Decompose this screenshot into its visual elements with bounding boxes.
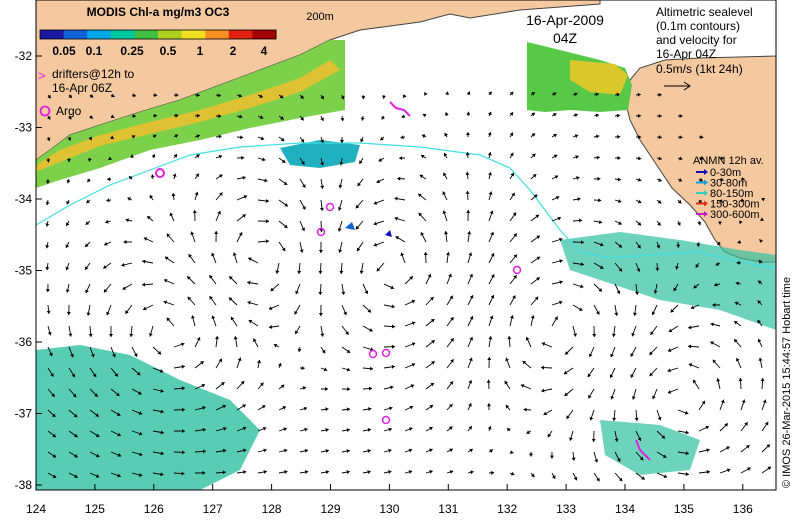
colorbar-swatch [40,30,64,39]
time-label: 04Z [553,30,578,46]
lon-tick-label: 125 [85,502,105,516]
drifter-legend-line: drifters@12h to [52,67,135,81]
lon-tick-label: 136 [733,502,753,516]
date-label: 16-Apr-2009 [526,12,604,28]
colorbar-tick-label: 2 [230,44,237,58]
lat-tick-label: -35 [15,264,33,278]
credit-label: © IMOS 26-Mar-2015 15:44:57 Hobart time [781,277,793,488]
lon-tick-label: 127 [203,502,223,516]
colorbar-swatch [205,30,229,39]
colorbar-title: MODIS Chl-a mg/m3 OC3 [87,5,230,19]
colorbar-swatch [64,30,88,39]
lat-tick-label: -36 [15,335,33,349]
lat-tick-label: -37 [15,407,33,421]
anmn-legend-title: ANMN 12h av. [693,155,764,167]
lon-tick-label: 128 [262,502,282,516]
colorbar-tick-label: 0.5 [160,44,177,58]
colorbar-swatch [252,30,276,39]
drifter-legend-line: 16-Apr 06Z [52,81,112,95]
lat-tick-label: -33 [15,121,33,135]
lon-tick-label: 124 [26,502,46,516]
altimetry-line: 16-Apr 04Z [656,47,716,61]
colorbar-swatches [40,30,277,39]
lat-tick-label: -34 [15,192,33,206]
argo-legend-label: Argo [56,104,82,118]
lat-tick-label: -38 [15,478,33,492]
lat-tick-label: -32 [15,49,33,63]
lon-tick-label: 130 [379,502,399,516]
colorbar-tick-label: 4 [261,44,268,58]
altimetry-line: and velocity for [656,33,737,47]
colorbar-swatch [158,30,182,39]
lon-tick-label: 135 [674,502,694,516]
anmn-legend-label: 300-600m [710,209,760,221]
colorbar-tick-label: 1 [197,44,204,58]
lon-tick-label: 132 [497,502,517,516]
drifter-legend-icon: > [38,68,46,83]
colorbar-swatch [111,30,135,39]
lon-tick-label: 131 [438,502,458,516]
colorbar-tick-label: 0.25 [120,44,144,58]
colorbar-tick-label: 0.1 [86,44,103,58]
colorbar-swatch [87,30,111,39]
lon-tick-label: 133 [556,502,576,516]
colorbar-swatch [229,30,253,39]
isobath-label: 200m [306,11,334,23]
colorbar-tick-label: 0.05 [52,44,76,58]
colorbar-swatch [182,30,206,39]
lon-tick-label: 129 [320,502,340,516]
altimetry-line: Altimetric sealevel [656,5,753,19]
lon-tick-label: 134 [615,502,635,516]
altimetry-line: 0.5m/s (1kt 24h) [656,62,743,76]
lon-tick-label: 126 [144,502,164,516]
colorbar-swatch [134,30,158,39]
altimetry-line: (0.1m contours) [656,19,740,33]
